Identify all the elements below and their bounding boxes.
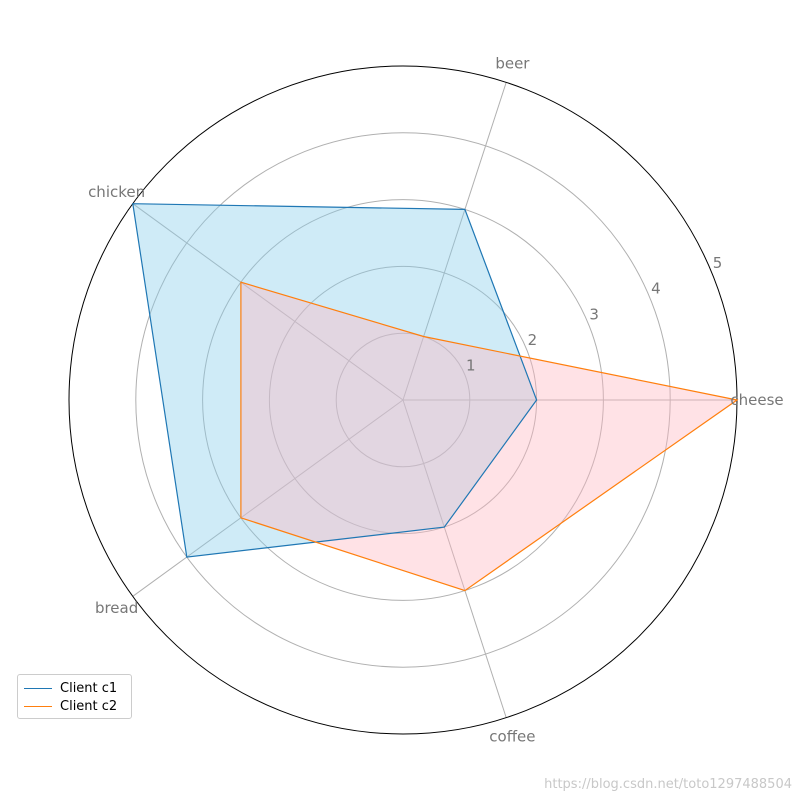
category-label-bread: bread <box>95 599 138 617</box>
legend-swatch-c2 <box>24 705 52 707</box>
category-label-beer: beer <box>495 54 530 72</box>
category-label-chicken: chicken <box>88 183 145 201</box>
radial-tick-label: 1 <box>466 356 476 374</box>
series-fill-c1 <box>132 203 537 558</box>
series-fill-c2 <box>240 282 737 591</box>
category-label-cheese: cheese <box>730 391 783 409</box>
label-layer: 1 2 3 4 5 cheese beer chicken bread coffee <box>88 54 784 745</box>
spoke-chicken <box>132 203 404 401</box>
legend-label-c2: Client c2 <box>60 698 118 714</box>
spoke-coffee <box>402 399 507 718</box>
series-line-c1 <box>132 203 538 558</box>
legend-swatch-c1 <box>24 687 52 689</box>
radial-tick-label: 5 <box>713 254 723 272</box>
series-layer <box>132 203 739 592</box>
spoke-bread <box>132 399 404 597</box>
series-line-c2 <box>240 281 739 592</box>
legend-item-c2: Client c2 <box>24 697 125 715</box>
grid-layer <box>68 65 738 735</box>
category-label-coffee: coffee <box>489 728 535 746</box>
legend-label-c1: Client c1 <box>60 680 118 696</box>
radial-tick-label: 2 <box>528 331 538 349</box>
spoke-beer <box>402 82 507 401</box>
watermark: https://blog.csdn.net/toto1297488504 <box>544 777 792 792</box>
legend: Client c1 Client c2 <box>17 674 132 719</box>
legend-item-c1: Client c1 <box>24 679 125 697</box>
radial-tick-label: 3 <box>589 305 599 323</box>
radial-tick-label: 4 <box>651 280 661 298</box>
